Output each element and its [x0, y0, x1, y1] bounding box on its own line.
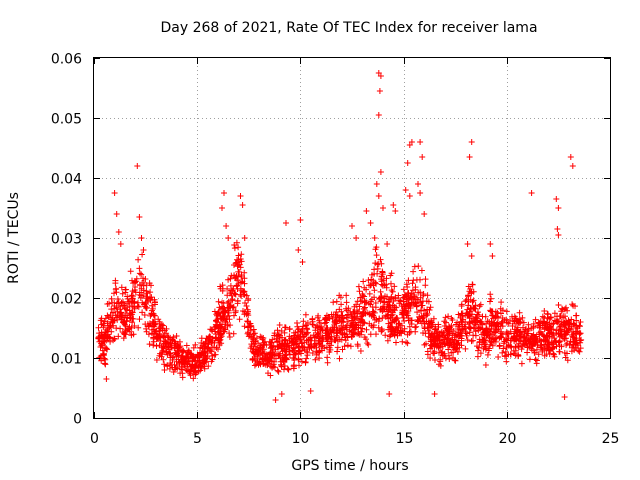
y-tick-label: 0.05 [51, 112, 82, 128]
plot-frame [93, 57, 611, 419]
y-tick-label: 0 [73, 412, 82, 428]
y-tick-label: 0.01 [51, 352, 82, 368]
x-tick-label: 5 [193, 431, 202, 447]
y-tick-label: 0.06 [51, 52, 82, 68]
y-tick-label: 0.02 [51, 292, 82, 308]
roti-markers [95, 70, 585, 403]
x-tick-label: 0 [90, 431, 99, 447]
x-tick-label: 25 [602, 431, 620, 447]
x-tick-label: 10 [292, 431, 310, 447]
chart-title: Day 268 of 2021, Rate Of TEC Index for r… [160, 20, 537, 36]
data-points [95, 70, 585, 403]
axis-ticks [94, 58, 611, 419]
x-axis-label: GPS time / hours [291, 458, 408, 474]
x-tick-labels: 0 5 10 15 20 25 [90, 431, 619, 447]
y-tick-label: 0.04 [51, 172, 82, 188]
y-tick-labels: 0 0.01 0.02 0.03 0.04 0.05 0.06 [51, 52, 82, 428]
x-tick-label: 20 [499, 431, 517, 447]
y-tick-label: 0.03 [51, 232, 82, 248]
y-axis-label: ROTI / TECUs [6, 192, 22, 284]
x-tick-label: 15 [396, 431, 414, 447]
